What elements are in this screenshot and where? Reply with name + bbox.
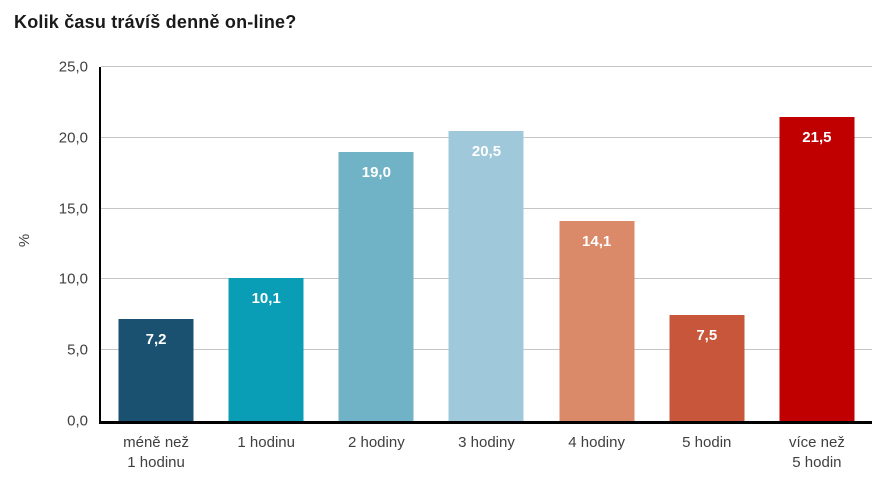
bar-value-label: 20,5 bbox=[471, 142, 502, 160]
bar-6: 7,5 bbox=[669, 314, 745, 421]
y-tick-label: 15,0 bbox=[58, 200, 88, 218]
bar-slot: 19,0 bbox=[321, 67, 431, 421]
bar-slot: 7,2 bbox=[101, 67, 211, 421]
bar-slot: 21,5 bbox=[762, 67, 872, 421]
bar-4: 20,5 bbox=[448, 130, 524, 421]
y-tick-label: 20,0 bbox=[58, 129, 88, 147]
y-tick-label: 0,0 bbox=[67, 412, 88, 430]
x-tick-label: 3 hodiny bbox=[458, 434, 515, 451]
bar-1: 7,2 bbox=[118, 319, 194, 421]
x-tick-label: méně než 1 hodinu bbox=[123, 434, 189, 472]
bar-5: 14,1 bbox=[559, 221, 635, 421]
y-tick-label: 5,0 bbox=[67, 341, 88, 359]
bar-value-label: 19,0 bbox=[361, 163, 391, 181]
x-tick-label: 1 hodinu bbox=[237, 434, 295, 451]
bar-slot: 10,1 bbox=[211, 67, 321, 421]
bar-value-label: 21,5 bbox=[802, 128, 832, 146]
x-tick-label: 4 hodiny bbox=[568, 434, 625, 451]
y-axis-ticks: 0,0 5,0 10,0 15,0 20,0 25,0 bbox=[0, 59, 88, 430]
plot-area: 7,2 10,1 19,0 20,5 14,1 7,5 21,5 bbox=[99, 66, 872, 424]
chart-title: Kolik času trávíš denně on-line? bbox=[14, 12, 297, 32]
x-tick-label: 5 hodin bbox=[682, 434, 732, 451]
bar-value-label: 7,5 bbox=[696, 326, 718, 344]
bar-7: 21,5 bbox=[779, 116, 855, 421]
bar-value-label: 14,1 bbox=[582, 233, 612, 251]
x-axis-labels: méně než 1 hodinu 1 hodinu 2 hodiny 3 hodin… bbox=[101, 433, 872, 474]
y-tick-label: 10,0 bbox=[58, 270, 88, 288]
x-tick-label: více než 5 hodin bbox=[788, 434, 845, 472]
bar-slot: 20,5 bbox=[431, 67, 541, 421]
bar-value-label: 7,2 bbox=[145, 331, 167, 349]
bar-slot: 14,1 bbox=[542, 67, 652, 421]
bar-3: 19,0 bbox=[338, 151, 414, 421]
bars: 7,2 10,1 19,0 20,5 14,1 7,5 21,5 bbox=[101, 67, 872, 421]
x-tick-label: 2 hodiny bbox=[347, 434, 405, 451]
gridline bbox=[101, 66, 872, 67]
bar-2: 10,1 bbox=[228, 277, 304, 421]
bar-slot: 7,5 bbox=[652, 67, 762, 421]
y-tick-label: 25,0 bbox=[58, 58, 88, 76]
bar-value-label: 10,1 bbox=[251, 289, 281, 307]
